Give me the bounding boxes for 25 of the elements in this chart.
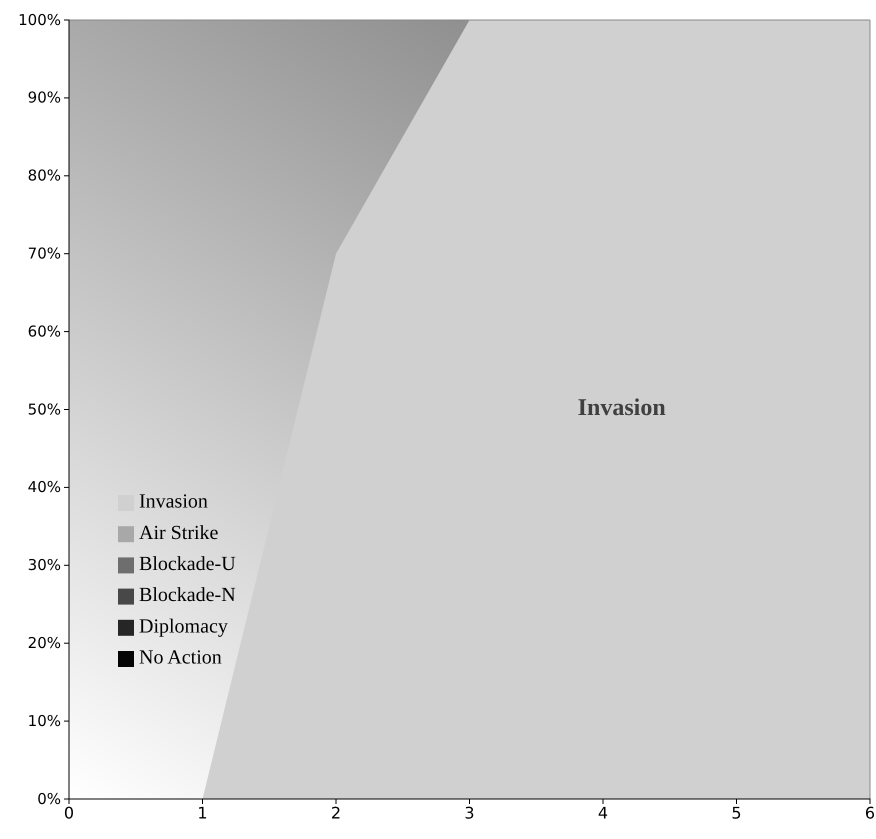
y-tick-label: 90% — [28, 88, 61, 107]
legend-label: Invasion — [139, 490, 208, 513]
x-tick-label: 0 — [64, 803, 74, 822]
x-tick-label: 1 — [197, 803, 208, 822]
legend-label: Air Strike — [139, 522, 219, 544]
legend-label: No Action — [139, 646, 222, 669]
y-tick-label: 100% — [18, 10, 61, 29]
y-tick-label: 20% — [28, 634, 61, 652]
y-tick-label: 30% — [28, 556, 61, 574]
x-tick-label: 3 — [464, 803, 475, 822]
y-tick-label: 70% — [28, 244, 61, 262]
legend-label: Blockade-N — [139, 584, 236, 606]
x-tick-label: 4 — [598, 803, 608, 822]
legend-label: Diplomacy — [139, 615, 228, 638]
y-tick-label: 10% — [28, 712, 61, 730]
y-tick-label: 50% — [28, 400, 61, 418]
x-tick-label: 2 — [330, 803, 342, 822]
x-tick-label: 6 — [864, 803, 876, 822]
y-tick-label: 60% — [28, 322, 61, 340]
x-tick-label: 5 — [731, 803, 742, 822]
y-tick-label: 80% — [28, 166, 61, 185]
y-tick-label: 40% — [28, 478, 61, 496]
legend-label: Blockade-U — [139, 552, 236, 575]
y-tick-label: 0% — [37, 790, 61, 808]
annotation: Invasion — [578, 395, 666, 422]
